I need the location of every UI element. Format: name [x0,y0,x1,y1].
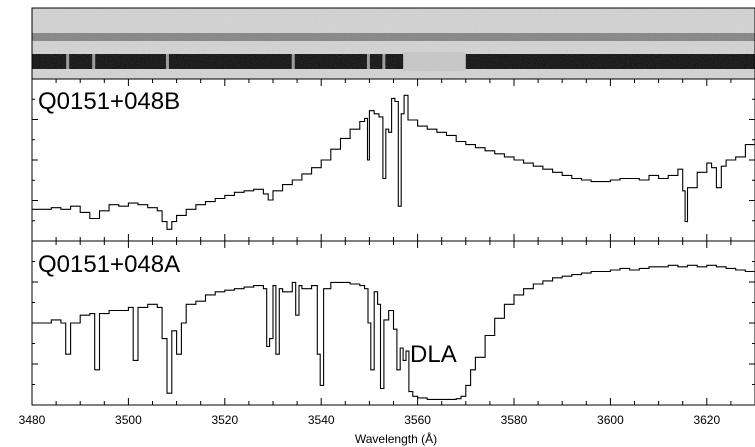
x-axis-title: Wavelength (Å) [355,431,437,446]
dla-annotation: DLA [410,341,457,368]
x-tick-label: 3560 [404,413,431,427]
panel-q0151-048a: Q0151+048A DLA [31,240,755,406]
panel-a-x-ticks [31,241,755,405]
series-line-q0151-048a [32,264,755,400]
panel-b-x-ticks [31,79,755,241]
x-tick-label: 3500 [115,413,142,427]
spectrum-image-strip [32,8,755,79]
panel-b-y-ticks [32,98,755,222]
panel-title-b: Q0151+048B [38,88,180,115]
series-line-q0151-048b [32,94,755,230]
x-tick-label: 3600 [597,413,624,427]
x-tick-label: 3480 [19,413,46,427]
panel-q0151-048b: Q0151+048B [31,78,755,242]
x-tick-label: 3620 [693,413,720,427]
x-tick-label: 3580 [501,413,528,427]
x-tick-label: 3520 [211,413,238,427]
x-tick-labels: 3480 3500 3520 3540 3560 3580 3600 3620 [19,413,721,427]
panel-title-a: Q0151+048A [38,251,180,278]
x-tick-label: 3540 [308,413,335,427]
